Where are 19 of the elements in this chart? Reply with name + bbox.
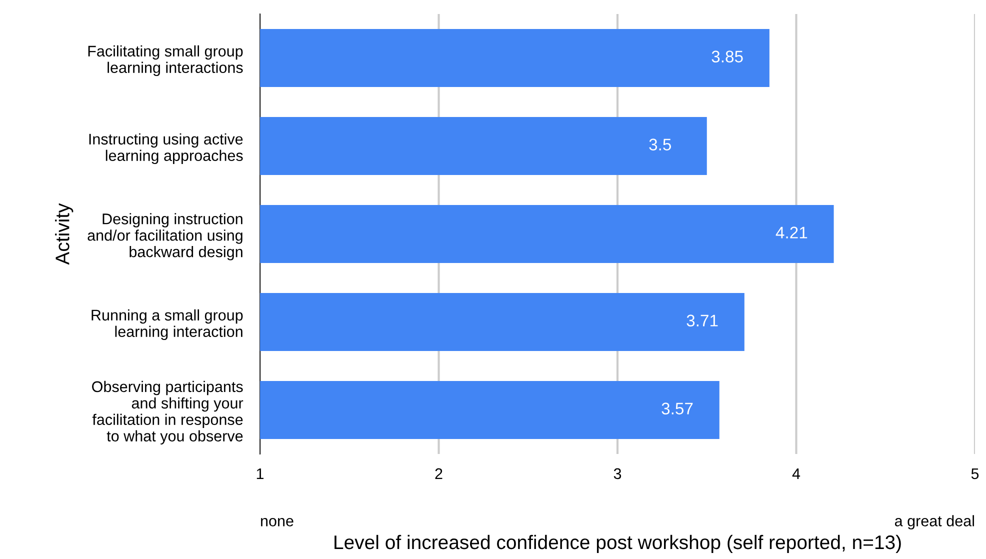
y-tick-label: Designing instruction and/or facilitation using backward design <box>88 213 242 260</box>
data-label: 4.21 <box>776 226 808 238</box>
x-tick-label: 1 <box>256 468 264 479</box>
y-axis-title: Activity <box>55 203 74 265</box>
data-label: 3.57 <box>662 402 693 414</box>
x-tick-label: 3 <box>614 468 622 480</box>
x-tick-label: 5 <box>971 468 979 480</box>
data-label: 3.85 <box>712 50 743 62</box>
y-tick-label: Facilitating small group learning interactions <box>88 45 243 76</box>
x-tick-label: 4 <box>792 468 800 479</box>
x-axis-title: Level of increased confidence post workshop (self reported, n=13) <box>334 534 901 554</box>
data-label: 3.71 <box>686 314 718 326</box>
x-tick-label: 2 <box>435 468 442 479</box>
data-label: 3.5 <box>649 138 672 150</box>
y-tick-label: Instructing using active learning approaches <box>89 133 243 164</box>
y-tick-label: Running a small group learning interaction <box>92 309 243 340</box>
y-tick-label: Observing participants and shifting your facilitation in response to what you observe <box>92 380 244 444</box>
text: a great deal <box>894 515 974 530</box>
text: none <box>261 518 294 526</box>
